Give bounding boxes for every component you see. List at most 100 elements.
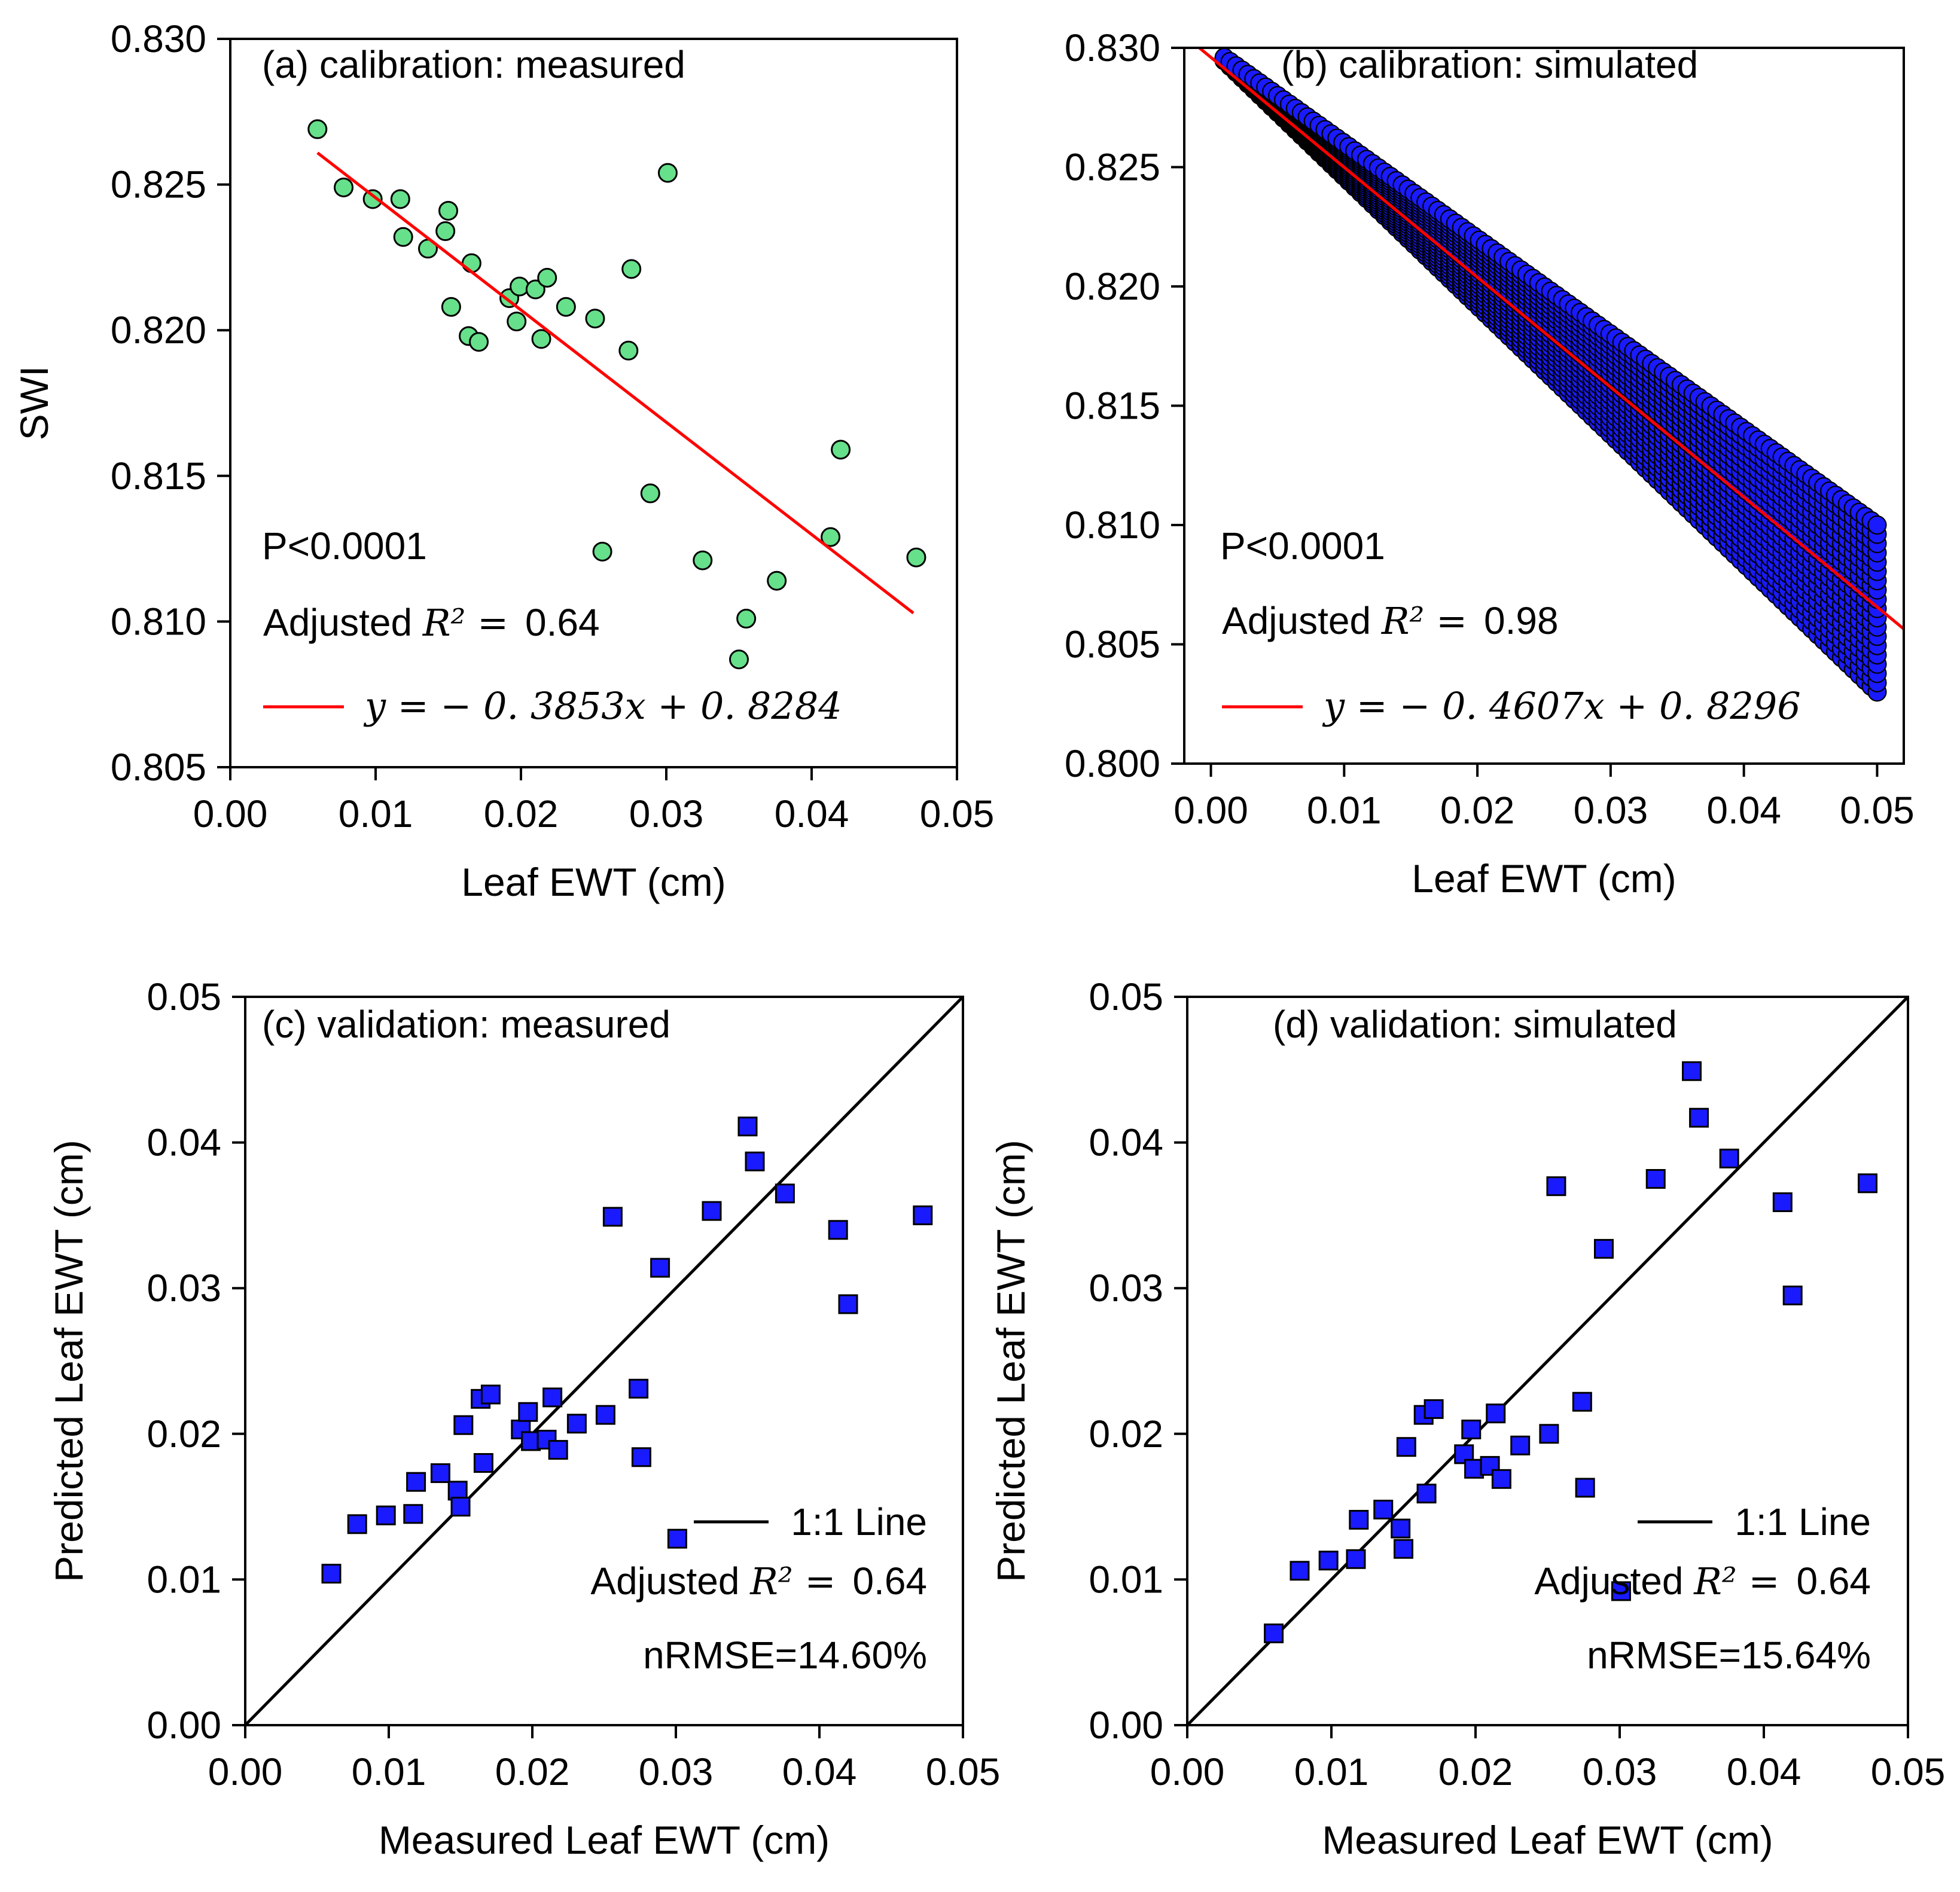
x-tick-label: 0.03 (639, 1750, 714, 1793)
y-tick-label: 0.800 (1065, 742, 1160, 785)
adjusted-r2-text: Adjusted R² = 0.98 (1222, 599, 1559, 643)
data-point (556, 297, 576, 317)
y-tick-label: 0.805 (1065, 623, 1160, 666)
x-tick-label: 0.01 (1294, 1750, 1369, 1793)
data-point (321, 1564, 342, 1584)
y-tick-label: 0.03 (147, 1267, 221, 1310)
one-to-one-line (1187, 997, 1908, 1725)
y-tick-label: 0.02 (147, 1412, 221, 1455)
y-tick-label: 0.04 (1089, 1121, 1163, 1164)
data-point (1318, 1551, 1339, 1571)
r2-symbol: R² = (749, 1560, 836, 1603)
y-tick-label: 0.810 (1065, 503, 1160, 547)
data-point (1346, 1549, 1366, 1569)
data-point (1539, 1424, 1559, 1444)
x-axis-label: Leaf EWT (cm) (461, 860, 726, 904)
x-tick-label: 0.03 (629, 792, 704, 835)
data-point (1290, 1561, 1310, 1581)
y-axis-label: Predicted Leaf EWT (cm) (989, 1140, 1033, 1582)
data-point (461, 253, 481, 273)
x-tick-label: 0.04 (1727, 1750, 1802, 1793)
data-point (1593, 1238, 1614, 1259)
x-axis-label: Measured Leaf EWT (cm) (1322, 1818, 1773, 1862)
data-point (537, 268, 557, 288)
data-point (585, 309, 605, 329)
adjusted-label: Adjusted (1534, 1560, 1694, 1603)
data-point (1575, 1478, 1595, 1498)
data-point (1572, 1391, 1592, 1412)
x-axis-label: Measured Leaf EWT (cm) (379, 1818, 830, 1862)
y-tick-label: 0.00 (1089, 1704, 1163, 1747)
r2-value: 0.64 (525, 601, 600, 644)
data-point (390, 189, 410, 209)
plot-area-c (245, 997, 963, 1725)
x-tick-label: 0.00 (193, 792, 268, 835)
y-tick-label: 0.815 (111, 454, 206, 498)
adjusted-r2-text: Adjusted R² = 0.64 (263, 601, 600, 645)
data-point (542, 1387, 563, 1408)
plot-frame (229, 38, 958, 768)
data-point (1782, 1285, 1803, 1305)
data-point (1416, 1484, 1437, 1504)
plot-frame (1183, 47, 1905, 765)
r2-value: 0.98 (1484, 599, 1559, 642)
data-point (1772, 1192, 1793, 1212)
plot-area-b (1197, 48, 1904, 702)
y-tick-label: 0.805 (111, 746, 206, 789)
x-tick-label: 0.02 (495, 1750, 570, 1793)
one-to-one-line (245, 997, 963, 1725)
panel-d: 0.00 0.01 0.02 0.03 0.04 0.05 0.00 0.01 0.02 0.03… (989, 975, 1945, 1862)
data-point (906, 547, 926, 567)
data-point (435, 221, 456, 242)
data-point (729, 649, 749, 670)
r2-value: 0.64 (1796, 1560, 1871, 1603)
panel-a: 0.00 0.01 0.02 0.03 0.04 0.05 0.805 0.810 0.815 0… (12, 17, 994, 904)
y-tick-label: 0.815 (1065, 384, 1160, 428)
data-point (453, 1415, 474, 1435)
data-point (828, 1220, 848, 1240)
data-point (595, 1405, 615, 1425)
data-point (430, 1463, 450, 1484)
data-point (1464, 1458, 1485, 1479)
x-tick-label: 0.05 (1871, 1750, 1946, 1793)
data-point (631, 1447, 651, 1467)
data-point (736, 609, 757, 629)
y-axis-label: Predicted Leaf EWT (cm) (47, 1140, 91, 1582)
data-point (441, 297, 461, 317)
adjusted-r2-text: Adjusted R² = 0.64 (590, 1560, 927, 1603)
data-point (737, 1116, 758, 1137)
x-tick-label: 0.05 (1840, 789, 1915, 832)
data-point (913, 1205, 933, 1225)
data-point (1264, 1624, 1284, 1644)
p-value-text: P<0.0001 (262, 524, 427, 567)
data-point (438, 200, 458, 221)
data-point (403, 1504, 423, 1524)
sim-point (1867, 515, 1887, 535)
r2-symbol: R² = (1381, 599, 1467, 643)
data-point (640, 483, 660, 503)
x-tick-label: 0.03 (1583, 1750, 1657, 1793)
data-point (469, 332, 489, 352)
panel-title: (a) calibration: measured (262, 43, 685, 86)
y-tick-label: 0.830 (111, 17, 206, 60)
data-point (621, 259, 642, 279)
data-point (450, 1497, 471, 1517)
data-point (767, 570, 787, 591)
y-axis-label: SWI (12, 366, 56, 441)
data-point (831, 440, 851, 460)
y-tick-label: 0.04 (147, 1121, 221, 1164)
y-tick-label: 0.825 (1065, 146, 1160, 189)
data-point (393, 227, 413, 247)
r2-value: 0.64 (852, 1560, 927, 1603)
data-point (1546, 1176, 1566, 1197)
panel-title: (c) validation: measured (262, 1003, 670, 1046)
x-tick-label: 0.03 (1574, 789, 1648, 832)
data-point (525, 279, 545, 300)
x-axis-label: Leaf EWT (cm) (1412, 856, 1676, 901)
data-point (376, 1505, 396, 1525)
data-point (693, 550, 713, 570)
data-point (1396, 1437, 1416, 1457)
data-point (1391, 1518, 1411, 1539)
regression-equation: y = − 0. 4607x + 0. 8296 (1322, 684, 1801, 728)
x-tick-label: 0.02 (484, 792, 559, 835)
